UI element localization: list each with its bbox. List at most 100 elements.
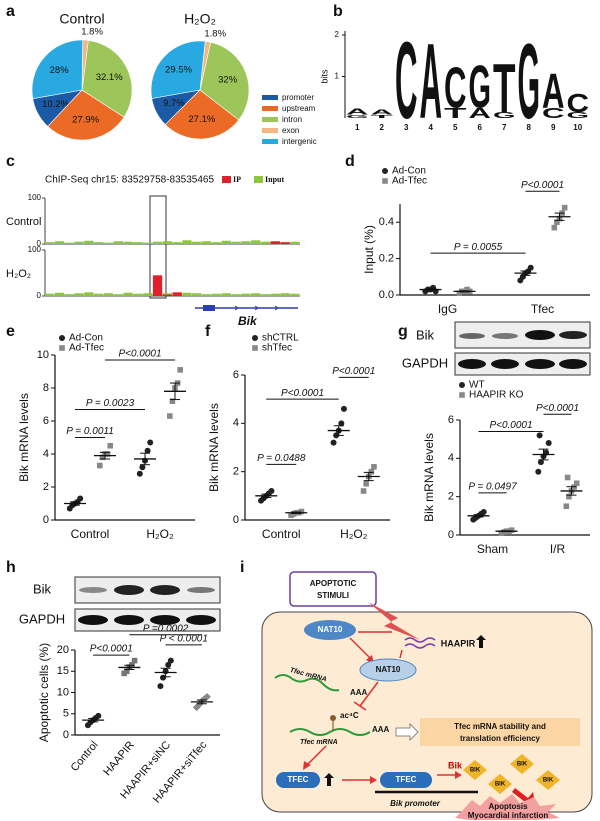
y-tick-label: 10: [37, 349, 49, 361]
panel-label: e: [6, 323, 15, 340]
panel-label: g: [398, 323, 408, 340]
data-point: [107, 442, 113, 449]
coverage-bar: [45, 293, 55, 296]
bik-protein: BIK: [470, 768, 481, 774]
data-point: [136, 470, 143, 477]
coverage-bar: [270, 241, 280, 244]
coverage-bar: [143, 242, 153, 244]
x-tick-label: IgG: [438, 302, 457, 316]
data-point: [508, 527, 515, 534]
legend-swatch: [262, 95, 278, 100]
legend-label: HAAPIR KO: [469, 390, 524, 401]
y-axis-label: Bik mRNA levels: [422, 433, 436, 522]
panel-label: f: [205, 323, 211, 340]
coverage-bar: [74, 293, 84, 296]
coverage-bar: [64, 294, 74, 296]
logo-letter: C: [567, 90, 590, 118]
y-tick-label: 0.0: [379, 289, 394, 301]
data-point: [99, 454, 106, 461]
coverage-bar: [113, 241, 123, 244]
coverage-bar: [133, 242, 143, 244]
significance-label: P<0.0001: [521, 180, 564, 191]
logo-letter: G: [469, 55, 492, 122]
data-point: [77, 495, 84, 502]
slice-label: 28%: [50, 65, 70, 76]
significance-label: P = 0.0055: [454, 242, 503, 253]
significance-label: P<0.0001: [332, 366, 375, 377]
mrna-label: Tfec mRNA: [300, 739, 338, 746]
poly-a: AAA: [372, 725, 390, 734]
coverage-bar: [211, 242, 222, 244]
logo-letter: C: [542, 105, 565, 122]
y-tick-label: 0: [448, 529, 454, 541]
data-point: [144, 447, 151, 454]
coverage-bar: [94, 293, 104, 296]
y-tick-label: 6: [43, 415, 49, 427]
y-tick-label: 4: [233, 417, 239, 429]
data-point: [192, 703, 201, 712]
stimuli-text: APOPTOTIC: [310, 579, 357, 588]
data-point: [564, 474, 571, 481]
gene-model: [195, 305, 298, 311]
y-tick-label: 8: [43, 382, 49, 394]
y-axis-label: Bik mRNA levels: [207, 403, 221, 492]
x-tick-label: HAAPIR: [101, 739, 137, 778]
coverage-bar: [192, 241, 202, 244]
legend-label: intron: [282, 115, 302, 124]
outcome: Tfec mRNA stability and: [454, 722, 546, 731]
legend-swatch: [262, 139, 278, 144]
legend-label: shCTRL: [262, 333, 299, 344]
data-point: [203, 692, 211, 701]
significance-label: P = 0.0011: [66, 426, 114, 437]
legend-swatch: [262, 106, 278, 111]
data-point: [131, 657, 138, 664]
legend-label: Input: [265, 175, 284, 184]
y-tick-label: 2: [233, 466, 239, 478]
legend-marker: [382, 168, 388, 174]
legend-marker: [252, 335, 258, 341]
y-tick-label: 15: [57, 665, 69, 677]
pie-slice: [199, 41, 250, 121]
logo-letter: G: [493, 110, 516, 120]
bik-protein: BIK: [517, 762, 528, 768]
x-tick-label: 3: [404, 123, 409, 132]
y-axis-label: Bik mRNA levels: [17, 393, 31, 482]
data-point: [157, 683, 164, 690]
legend-label: Ad-Con: [69, 333, 103, 344]
logo-letter: T: [444, 105, 467, 122]
data-point: [551, 224, 558, 231]
x-tick-label: Control: [262, 527, 301, 541]
x-tick-label: 1: [355, 123, 360, 132]
gene-label: Bik: [238, 314, 258, 328]
y-tick-label: 100: [28, 193, 42, 202]
coverage-bar: [250, 293, 261, 296]
legend-label: WT: [469, 380, 485, 391]
data-point: [123, 668, 130, 675]
y-tick-label: 0: [43, 514, 49, 526]
blot-label: GAPDH: [402, 355, 448, 370]
promoter: Bik promoter: [390, 799, 441, 808]
data-point: [298, 508, 305, 515]
coverage-bar: [113, 294, 123, 296]
data-point: [169, 398, 176, 404]
slice-label: 1.8%: [204, 28, 226, 39]
y-tick-label: 0.4: [379, 216, 394, 228]
track-label: H₂O₂: [6, 268, 31, 280]
coverage-bar: [103, 293, 114, 296]
slice-label: 32%: [218, 75, 238, 86]
x-tick-label: Tfec: [531, 302, 554, 316]
x-tick-label: H₂O₂: [146, 527, 174, 541]
data-point: [537, 459, 544, 466]
coverage-bar: [201, 294, 212, 296]
data-point: [340, 405, 347, 412]
nat10: NAT10: [318, 625, 343, 634]
coverage-bar: [143, 293, 153, 296]
coverage-bar: [123, 292, 133, 296]
coverage-bar: [172, 242, 182, 244]
bik-gene: Bik: [448, 760, 463, 770]
highlight-box: [149, 195, 167, 299]
y-tick-label: 5: [63, 708, 69, 720]
coverage-bar: [221, 293, 231, 296]
slice-label: 27.1%: [188, 114, 215, 125]
coverage-bar: [260, 241, 271, 244]
